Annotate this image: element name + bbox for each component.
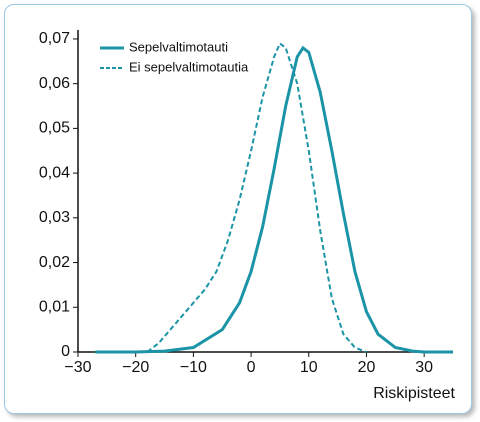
y-tick-label: 0,07 [39,30,70,47]
x-tick-label: 20 [358,359,376,376]
x-axis-label: Riskipisteet [373,385,455,402]
x-tick-label: −20 [122,359,149,376]
y-tick-label: 0,03 [39,209,70,226]
line [146,41,367,353]
line [95,45,453,354]
y-tick-label: 0,04 [39,164,70,181]
y-tick-label: 0,01 [39,298,70,315]
x-tick-label: −10 [180,359,207,376]
y-tick-label: 0,06 [39,75,70,92]
legend-label: Ei sepelvaltimotautia [129,59,249,74]
x-tick-label: 10 [300,359,318,376]
y-tick-label: 0,02 [39,254,70,271]
y-tick-label: 0,05 [39,120,70,137]
x-tick-label: 30 [415,359,433,376]
x-tick-label: −30 [64,359,91,376]
x-tick-label: 0 [247,359,256,376]
y-tick-label: 0 [61,343,70,360]
legend-label: Sepelvaltimotauti [129,39,228,54]
